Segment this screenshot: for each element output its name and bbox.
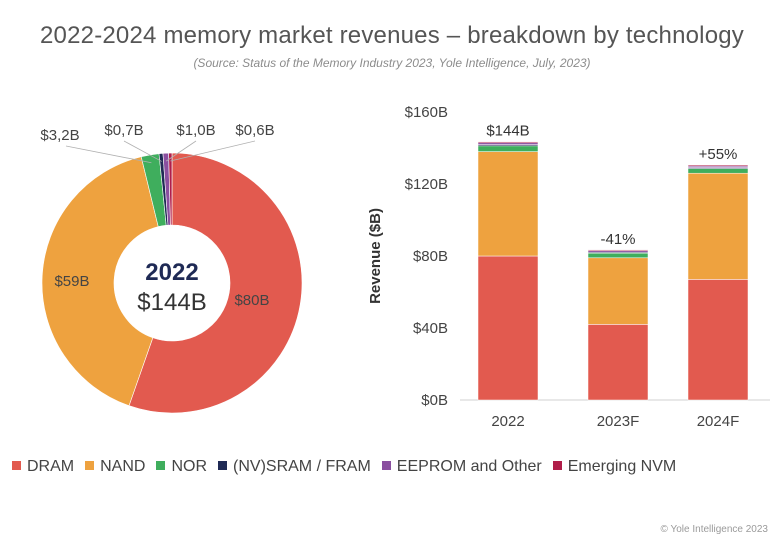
donut-slice-nand	[41, 156, 159, 407]
legend-label: EEPROM and Other	[396, 458, 542, 475]
y-axis-label: Revenue ($B)	[367, 208, 384, 304]
slice-label-nor: $3,2B	[40, 127, 79, 144]
y-tick-label: $0B	[421, 392, 448, 409]
donut-center-total: $144B	[137, 289, 206, 316]
slice-label-nv-sram-fram: $0,7B	[104, 122, 143, 139]
chart-subtitle: (Source: Status of the Memory Industry 2…	[193, 56, 591, 70]
legend-item-emerging-nvm: Emerging NVM	[552, 458, 677, 476]
leader-line-nv-sram-fram	[123, 140, 162, 162]
legend-item-nand: NAND	[85, 458, 145, 476]
legend-label: NOR	[171, 458, 208, 475]
slice-label-emerging-nvm: $0,6B	[235, 122, 274, 139]
leader-line-emerging-nvm	[170, 140, 256, 162]
bar-segment-dram-2024f	[687, 279, 749, 401]
legend-label: (NV)SRAM / FRAM	[233, 458, 371, 475]
bar-segment-dram-2022	[477, 255, 539, 401]
bar-segment-emerging-nvm-2023f	[587, 249, 649, 252]
copyright-footer: © Yole Intelligence 2023	[660, 524, 768, 535]
bar-segment-nand-2022	[477, 151, 539, 257]
bar-segment-nand-2024f	[687, 172, 749, 280]
legend-swatch	[218, 461, 228, 470]
bar-segment-eeprom-and-other-2022	[477, 142, 539, 145]
legend-item-eeprom-and-other: EEPROM and Other	[381, 458, 542, 476]
legend-item-nv-sram-fram: (NV)SRAM / FRAM	[218, 458, 371, 476]
bar-total-annotation: $144B	[486, 123, 529, 140]
donut-center-year: 2022	[145, 259, 198, 286]
legend: DRAM NAND NOR (NV)SRAM / FRAM EEPROM and Oth…	[12, 458, 782, 476]
legend-item-nor: NOR	[156, 458, 207, 476]
y-tick-label: $120B	[405, 176, 448, 193]
legend-swatch	[85, 461, 95, 470]
stacked-bar-chart: $0B $40B $80B $120B $160B Revenue ($B) $144B 20…	[367, 104, 770, 430]
y-tick-label: $160B	[405, 104, 448, 121]
slice-label-nand: $59B	[54, 273, 89, 290]
donut-slice-emerging-nvm	[168, 152, 173, 226]
slice-label-dram: $80B	[234, 292, 269, 309]
legend-label: DRAM	[27, 458, 75, 475]
legend-label: NAND	[100, 458, 146, 475]
legend-item-dram: DRAM	[12, 458, 74, 476]
bar-segment-emerging-nvm-2024f	[687, 164, 749, 167]
legend-label: Emerging NVM	[567, 458, 677, 475]
bar-segment-nor-2024f	[687, 168, 749, 174]
leader-line-eeprom-and-other	[165, 140, 197, 162]
bar-segment-nor-2023f	[587, 252, 649, 259]
legend-swatch	[156, 461, 166, 470]
y-tick-label: $40B	[413, 320, 448, 337]
x-tick-label: 2022	[491, 413, 524, 430]
legend-swatch	[12, 461, 21, 470]
legend-swatch	[552, 461, 562, 470]
bar-total-annotation: +55%	[699, 146, 738, 163]
y-tick-label: $80B	[413, 248, 448, 265]
x-tick-label: 2024F	[697, 413, 740, 430]
x-tick-label: 2023F	[597, 413, 640, 430]
legend-swatch	[381, 461, 391, 470]
bar-segment-emerging-nvm-2022	[477, 141, 539, 144]
donut-chart: $80B $59B $3,2B $0,7B $1,0B $0,6B 2022 $144B	[40, 122, 303, 414]
bar-segment-nor-2022	[477, 145, 539, 152]
chart-title: 2022-2024 memory market revenues – break…	[40, 22, 744, 49]
bar-total-annotation: -41%	[600, 231, 635, 248]
slice-label-eeprom-and-other: $1,0B	[176, 122, 215, 139]
bar-segment-nand-2023f	[587, 257, 649, 325]
leader-line-nor	[65, 145, 152, 164]
bar-segment-dram-2023f	[587, 324, 649, 401]
